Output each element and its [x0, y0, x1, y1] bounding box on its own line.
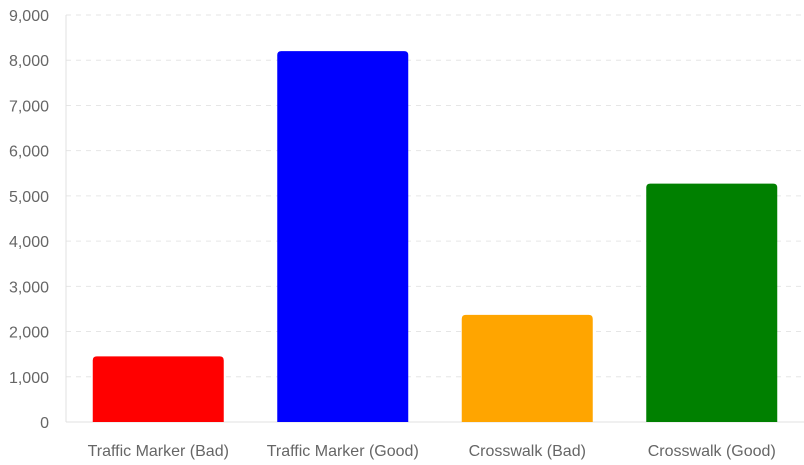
y-tick-label: 0 [40, 415, 49, 432]
x-tick-labels: Traffic Marker (Bad) Traffic Marker (Good… [88, 443, 776, 460]
y-tick-label: 8,000 [9, 53, 49, 70]
bar-traffic-marker-good [277, 51, 409, 423]
y-tick-label: 1,000 [9, 370, 49, 387]
y-tick-label: 3,000 [9, 279, 49, 296]
bar-crosswalk-bad [461, 314, 593, 422]
y-tick-labels: 0 1,000 2,000 3,000 4,000 5,000 6,000 7,000 8,00… [9, 8, 49, 432]
y-tick-label: 2,000 [9, 325, 49, 342]
x-tick-label: Crosswalk (Bad) [469, 443, 586, 460]
x-tick-label: Traffic Marker (Good) [267, 443, 419, 460]
x-tick-label: Crosswalk (Good) [648, 443, 776, 460]
y-tick-label: 4,000 [9, 234, 49, 251]
y-tick-label: 7,000 [9, 98, 49, 115]
y-tick-label: 9,000 [9, 8, 49, 25]
bar-crosswalk-good [646, 183, 778, 422]
bar-traffic-marker-bad [92, 356, 224, 422]
y-tick-label: 5,000 [9, 189, 49, 206]
y-tick-label: 6,000 [9, 144, 49, 161]
bars [92, 51, 778, 423]
x-tick-label: Traffic Marker (Bad) [88, 443, 229, 460]
